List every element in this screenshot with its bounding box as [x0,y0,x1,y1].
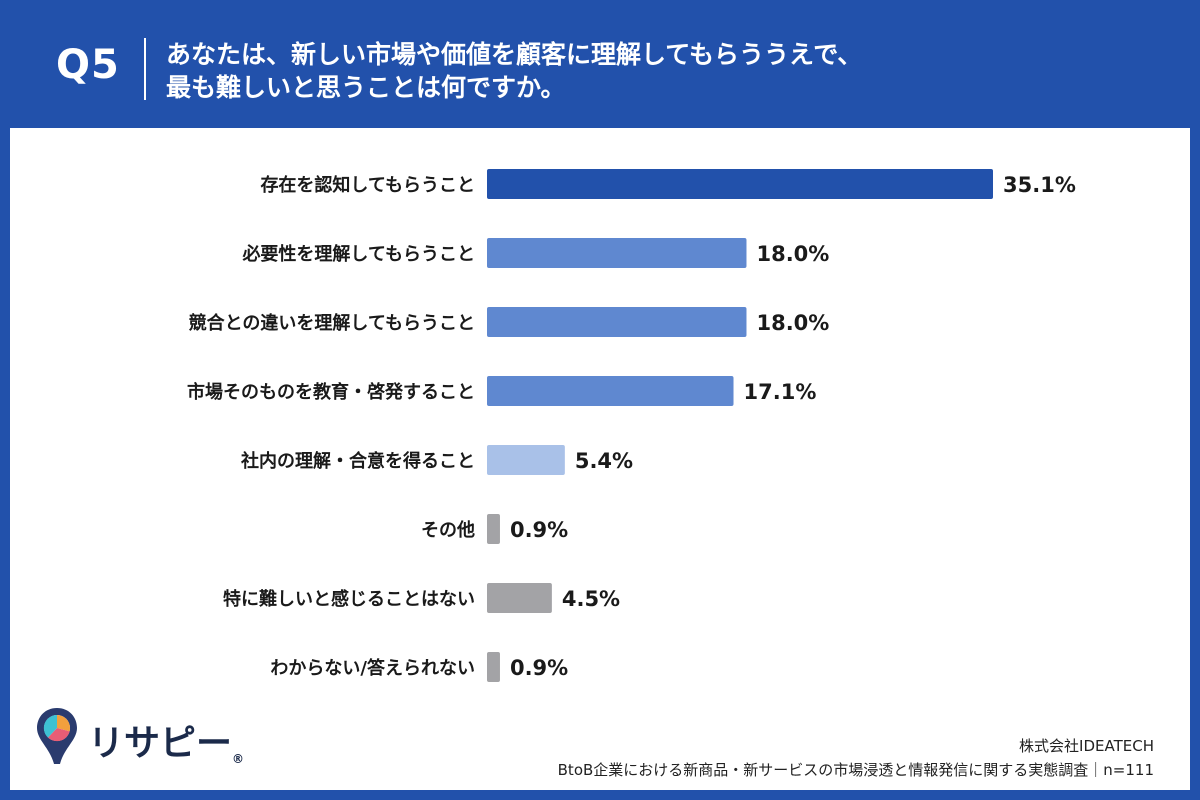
bar [487,583,552,613]
category-label: 市場そのものを教育・啓発すること [187,381,475,403]
category-label: わからない/答えられない [270,657,475,679]
value-label: 17.1% [744,380,817,404]
bar [487,445,565,475]
category-label: 存在を認知してもらうこと [260,174,475,196]
value-label: 0.9% [510,656,568,680]
question-text: あなたは、新しい市場や価値を顧客に理解してもらううえで、 最も難しいと思うことは… [166,38,1166,104]
bar-chart: 存在を認知してもらうこと 35.1% 必要性を理解してもらうこと 18.0% 競合との違… [187,169,1076,682]
logo-registered-mark: ® [232,752,245,766]
question-header: Q5 あなたは、新しい市場や価値を顧客に理解してもらううえで、 最も難しいと思う… [0,0,1200,128]
bar [487,169,993,199]
value-label: 18.0% [756,311,829,335]
category-label: その他 [421,519,475,541]
value-label: 35.1% [1003,173,1076,197]
header-divider [144,38,146,100]
question-line-1: あなたは、新しい市場や価値を顧客に理解してもらううえで、 [166,40,863,69]
bar [487,307,747,337]
bar [487,514,500,544]
category-label: 社内の理解・合意を得ること [241,450,475,472]
category-label: 特に難しいと感じることはない [223,588,475,610]
chart-panel: 存在を認知してもらうこと 35.1% 必要性を理解してもらうこと 18.0% 競合との違… [10,128,1190,790]
bar [487,238,747,268]
value-label: 18.0% [756,242,829,266]
value-label: 5.4% [575,449,633,473]
category-label: 必要性を理解してもらうこと [241,243,475,265]
bar [487,652,500,682]
value-label: 0.9% [510,518,568,542]
logo-name: リサピー [88,723,233,764]
bar [487,376,734,406]
value-label: 4.5% [562,587,620,611]
source-note: 株式会社IDEATECH BtoB企業における新商品・新サービスの市場浸透と情報… [558,734,1154,782]
company-name: 株式会社IDEATECH [1019,737,1154,755]
logo-pin-icon [37,708,77,764]
question-line-2: 最も難しいと思うことは何ですか。 [166,73,566,102]
survey-name: BtoB企業における新商品・新サービスの市場浸透と情報発信に関する実態調査｜n=… [557,761,1154,779]
category-label: 競合との違いを理解してもらうこと [189,312,475,334]
logo-text: リサピー® [88,714,244,766]
risapi-logo: リサピー® [32,704,252,768]
question-number: Q5 [56,42,120,88]
